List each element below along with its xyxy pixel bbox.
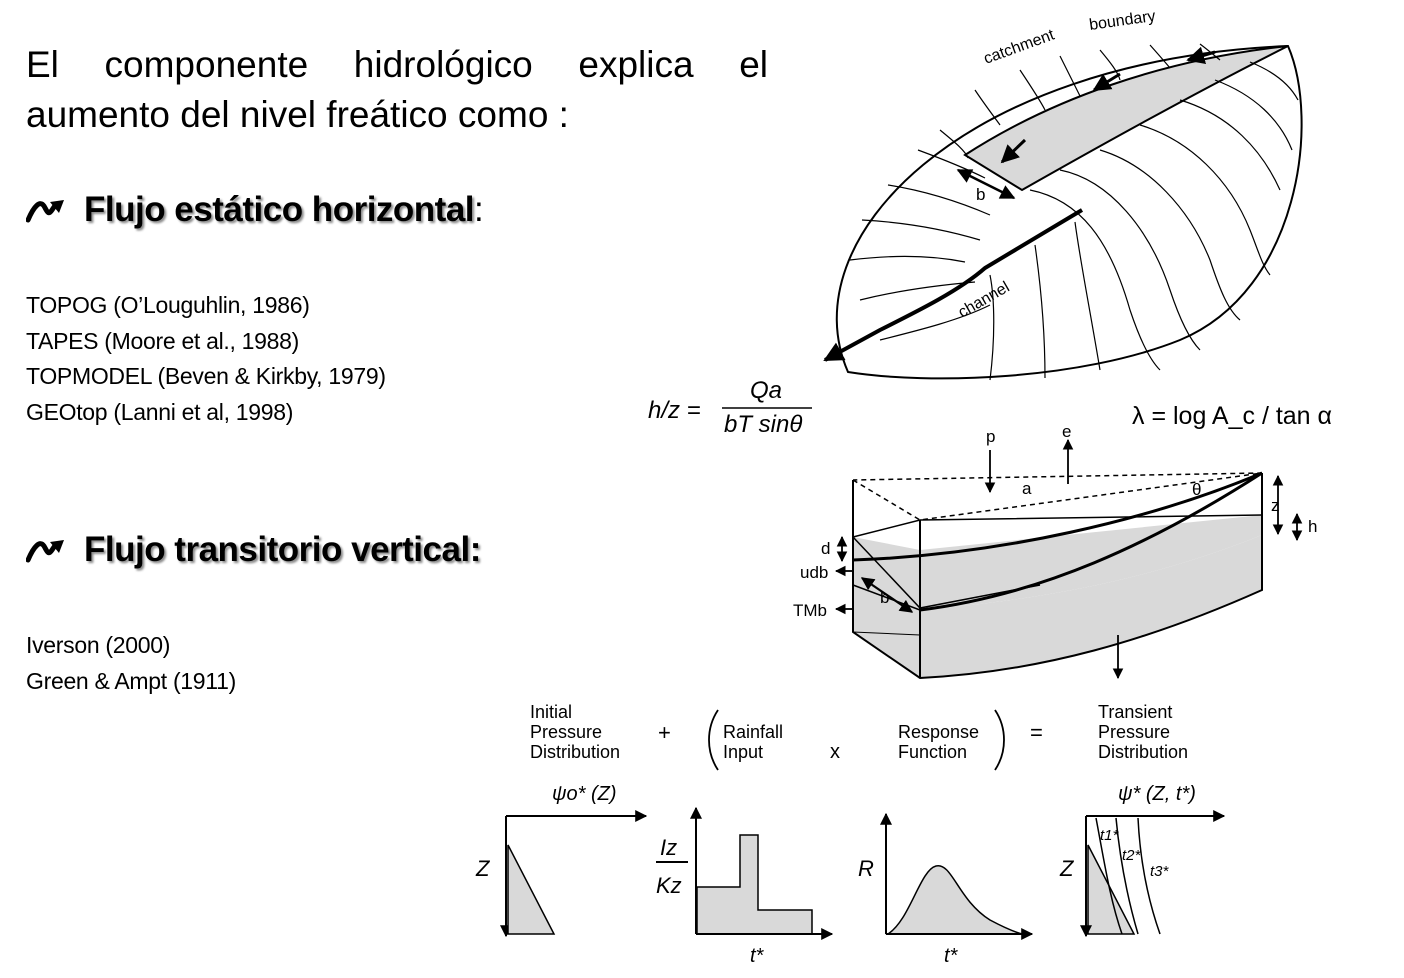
plot-transient-pressure: ψ* (Z, t*) Z t1* t2* t3* — [1059, 783, 1226, 938]
equation-numerator: Qa — [750, 377, 782, 404]
psi0-title: ψo* (Z) — [552, 783, 617, 805]
width-b-arrow — [956, 168, 1016, 200]
r-label: R — [858, 856, 874, 881]
label-z: z — [1271, 496, 1280, 515]
width-b-label: b — [976, 185, 985, 204]
t3-label: t3* — [1150, 863, 1170, 880]
arrow-bullet-icon — [26, 200, 64, 223]
intro-paragraph: El componente hidrológico explica el aum… — [26, 44, 768, 135]
label-tmb: TMb — [793, 601, 827, 620]
bedrock-layer-gray — [853, 535, 1262, 678]
z-label-2: Z — [1059, 856, 1075, 881]
equation-h-over-z: h/z = Qa bT sinθ — [648, 377, 812, 438]
reference-item: TOPMODEL (Beven & Kirkby, 1979) — [26, 363, 386, 389]
t2-label: t2* — [1122, 847, 1142, 864]
reference-item: GEOtop (Lanni et al, 1998) — [26, 398, 294, 425]
label-d: d — [821, 539, 830, 558]
z-label-1: Z — [475, 856, 491, 881]
section-heading-colon: : — [474, 190, 484, 229]
operator-times: x — [830, 741, 840, 763]
t-star-label-1: t* — [750, 945, 765, 967]
contour-lines — [849, 43, 1299, 381]
term-rainfall-2: Input — [723, 742, 763, 762]
reference-list-horizontal: TOPOG (O’Louguhlin, 1986) TAPES (Moore e… — [26, 288, 386, 430]
hillslope-block-diagram: p e a θ z h d udb b TMb — [793, 422, 1317, 680]
section-heading-horizontal: Flujo estático horizontal: — [26, 190, 484, 230]
label-p: p — [986, 427, 995, 446]
term-rainfall-1: Rainfall — [723, 722, 783, 742]
term-initial-2: Pressure — [530, 722, 602, 742]
plot-initial-pressure: ψo* (Z) Z — [475, 783, 648, 938]
section-heading-vertical: Flujo transitorio vertical: — [26, 530, 481, 570]
t1-label: t1* — [1100, 827, 1120, 844]
plot-response-function: R t* — [858, 812, 1034, 967]
term-transient-3: Distribution — [1098, 742, 1188, 762]
term-response-2: Function — [898, 742, 967, 762]
term-initial-1: Initial — [530, 702, 572, 722]
catchment-diagram: b catchment boundary channel — [823, 8, 1303, 381]
label-udb: udb — [800, 563, 828, 582]
arrow-bullet-icon — [26, 540, 64, 563]
plot-rainfall-input: Iz Kz t* — [656, 806, 834, 967]
label-e: e — [1062, 422, 1071, 441]
term-response-1: Response — [898, 722, 979, 742]
section-heading-text: Flujo transitorio vertical: — [84, 530, 481, 569]
label-b: b — [880, 588, 889, 607]
label-h: h — [1308, 517, 1317, 536]
term-initial-3: Distribution — [530, 742, 620, 762]
soil-layer-gray — [853, 515, 1262, 610]
equation-denominator: bT sinθ — [724, 411, 802, 438]
term-transient-1: Transient — [1098, 702, 1172, 722]
kz-label: Kz — [656, 873, 682, 898]
operator-plus: + — [658, 720, 671, 745]
contributing-area — [963, 45, 1289, 192]
term-transient-2: Pressure — [1098, 722, 1170, 742]
reference-item: Iverson (2000) — [26, 632, 171, 658]
reference-item: TAPES (Moore et al., 1988) — [26, 327, 300, 354]
catchment-boundary — [836, 44, 1303, 380]
pressure-formula: Initial Pressure Distribution + Rainfall… — [530, 702, 1188, 771]
topographic-index-equation: λ = log A_c / tan α — [1132, 402, 1332, 430]
t-star-label-2: t* — [944, 945, 959, 967]
reference-list-vertical: Iverson (2000) Green & Ampt (1911) — [26, 628, 236, 699]
operator-equals: = — [1030, 720, 1043, 745]
reference-item: TOPOG (O’Louguhlin, 1986) — [26, 292, 310, 318]
psi-title: ψ* (Z, t*) — [1118, 783, 1196, 805]
flow-arrows — [1000, 46, 1216, 164]
boundary-label-catchment: catchment — [982, 26, 1058, 67]
label-a: a — [1022, 479, 1032, 498]
equation-lhs: h/z = — [648, 397, 701, 424]
boundary-label-boundary: boundary — [1088, 8, 1156, 34]
channel-line — [823, 208, 1084, 362]
reference-item: Green & Ampt (1911) — [26, 667, 236, 694]
label-theta: θ — [1192, 480, 1201, 499]
section-heading-text: Flujo estático horizontal — [84, 190, 475, 229]
iz-label: Iz — [660, 835, 677, 860]
